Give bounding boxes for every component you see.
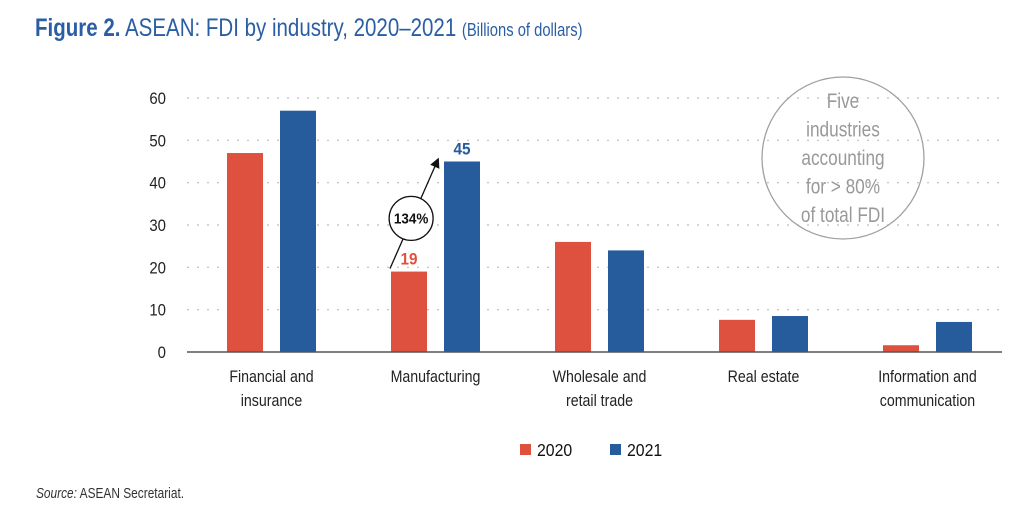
- legend-item-2021: 2021: [610, 440, 662, 460]
- y-tick-label: 60: [149, 90, 166, 108]
- note-callout: Five industries accounting for > 80% of tota…: [761, 76, 925, 240]
- category-label: Wholesale and: [553, 368, 647, 386]
- chart-title: Figure 2. ASEAN: FDI by industry, 2020–2…: [35, 14, 703, 43]
- legend-swatch: [610, 444, 621, 455]
- legend: 2020 2021: [520, 440, 662, 460]
- note-line: accounting: [801, 148, 884, 171]
- figure-number: Figure 2.: [35, 14, 121, 42]
- category-label: Real estate: [728, 368, 800, 386]
- source-note: Source: ASEAN Secretariat.: [36, 486, 217, 502]
- bar-2020-1: [391, 271, 427, 352]
- note-line: for > 80%: [806, 176, 880, 199]
- y-axis-ticks: 0 10 20 30 40 50 60: [149, 90, 166, 362]
- category-label: Information and: [878, 368, 977, 386]
- source-label: Source:: [36, 486, 77, 502]
- y-tick-label: 50: [149, 133, 166, 151]
- bar-2020-2: [555, 241, 591, 352]
- data-label: 45: [453, 140, 470, 159]
- legend-swatch: [520, 444, 531, 455]
- category-label: insurance: [241, 392, 302, 410]
- growth-annotation: 134%: [388, 157, 440, 269]
- category-label: communication: [880, 392, 975, 410]
- title-main: ASEAN: FDI by industry, 2020–2021: [125, 14, 457, 42]
- legend-label: 2021: [627, 440, 662, 460]
- bar-2020-0: [227, 153, 263, 352]
- growth-circle: [388, 195, 434, 242]
- bars: [227, 110, 972, 352]
- x-axis-categories: Financial and insurance Manufacturing Whole…: [229, 368, 976, 410]
- y-tick-label: 0: [158, 344, 166, 362]
- bar-2021-2: [608, 250, 644, 352]
- note-line: of total FDI: [801, 205, 885, 228]
- bar-2021-1: [444, 161, 480, 352]
- title-units: (Billions of dollars): [461, 20, 583, 40]
- bar-2021-3: [772, 316, 808, 352]
- legend-item-2020: 2020: [520, 440, 572, 460]
- bar-2020-3: [719, 319, 755, 352]
- growth-label: 134%: [394, 211, 429, 228]
- y-tick-label: 30: [149, 217, 166, 235]
- source-text: ASEAN Secretariat.: [79, 486, 185, 502]
- category-label: Manufacturing: [391, 368, 481, 386]
- y-tick-label: 10: [149, 302, 166, 320]
- legend-label: 2020: [537, 440, 572, 460]
- note-line: industries: [806, 119, 880, 142]
- note-line: Five: [827, 91, 860, 114]
- note-text: Five industries accounting for > 80% of tota…: [801, 91, 885, 228]
- y-tick-label: 20: [149, 260, 166, 278]
- bar-2020-4: [883, 345, 919, 352]
- bar-2021-4: [936, 321, 972, 352]
- category-label: retail trade: [566, 392, 633, 410]
- category-label: Financial and: [229, 368, 313, 386]
- note-circle: [761, 76, 925, 240]
- bar-2021-0: [280, 110, 316, 352]
- data-label: 19: [400, 250, 417, 269]
- y-tick-label: 40: [149, 175, 166, 193]
